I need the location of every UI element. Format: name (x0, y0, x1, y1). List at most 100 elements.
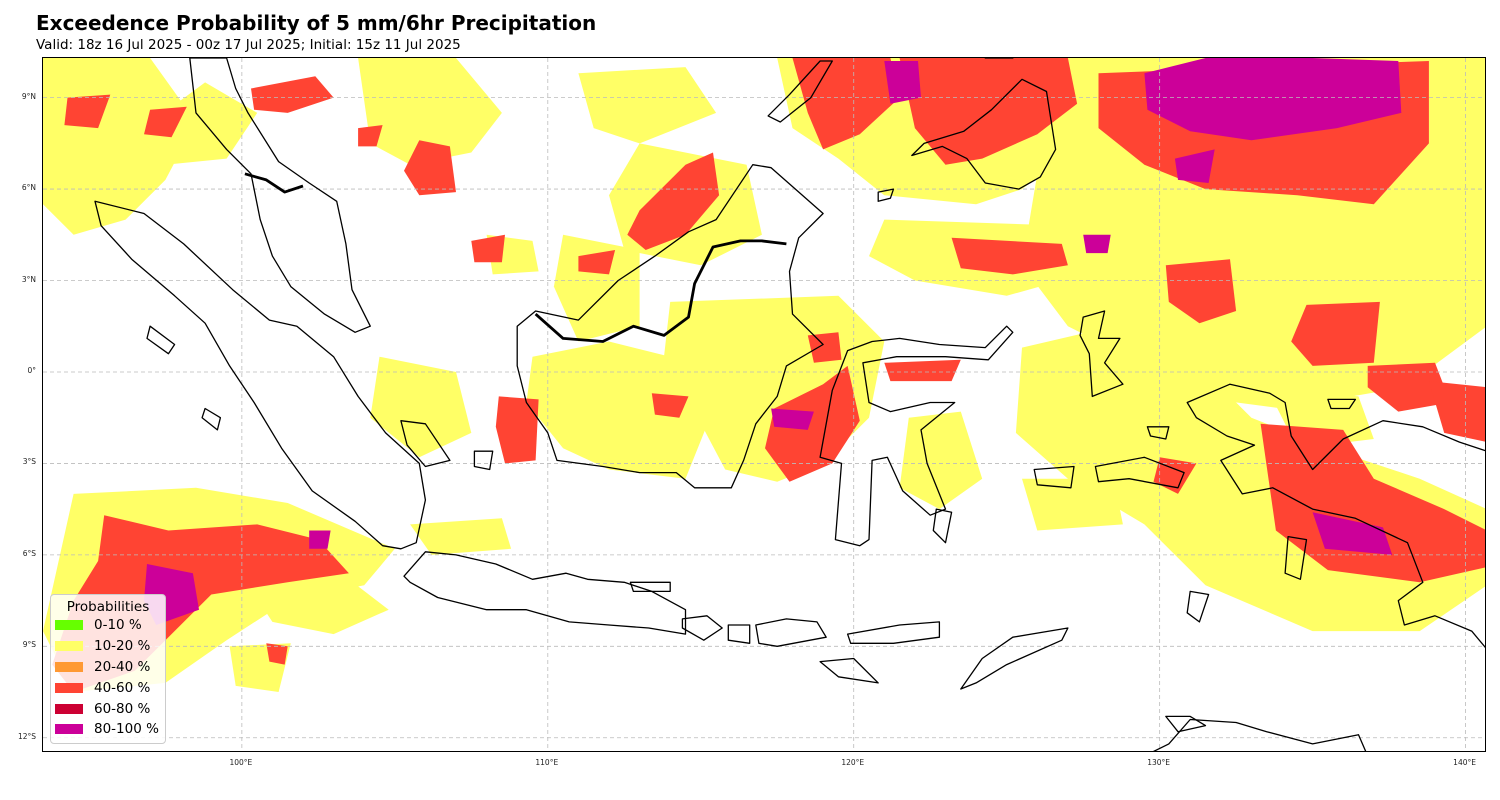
coast-misool (1146, 426, 1170, 440)
legend-title: Probabilities (66, 599, 150, 615)
coast-malay-peninsula (189, 58, 371, 333)
coast-halmahera (1079, 310, 1124, 398)
legend-label: 60-80 % (94, 700, 151, 717)
legend-swatch (55, 661, 83, 672)
probability-80-100-layer (144, 58, 1402, 625)
prob-area-40-60 (1367, 362, 1451, 412)
prob-area-40-60 (266, 643, 288, 665)
legend-item: 0-10 % (51, 615, 165, 636)
prob-area-40-60 (765, 365, 860, 482)
legend-item: 40-60 % (51, 677, 165, 698)
map-subtitle: Valid: 18z 16 Jul 2025 - 00z 17 Jul 2025… (36, 37, 461, 53)
prob-area-40-60 (651, 393, 689, 418)
coast-biak (1327, 398, 1357, 410)
legend-label: 0-10 % (94, 617, 142, 634)
coast-palawan (767, 60, 833, 123)
prob-area-10-20 (248, 579, 389, 635)
coast-new-guinea (1186, 383, 1485, 649)
lat-tick-label: 12°S (17, 731, 36, 741)
coast-borneo (516, 164, 824, 489)
coast-sulu (877, 188, 895, 202)
border-thailand-malaysia (244, 172, 304, 194)
prob-area-40-60 (471, 234, 505, 263)
legend-item: 60-80 % (51, 698, 165, 719)
coast-aru (1284, 535, 1308, 580)
prob-area-10-20 (1022, 478, 1123, 531)
lat-tick-label: 6°S (22, 548, 36, 558)
prob-area-80-100 (884, 61, 921, 104)
prob-area-80-100 (1312, 512, 1393, 555)
legend-swatch (55, 703, 83, 714)
prob-area-40-60 (1260, 423, 1485, 583)
coast-madura (629, 581, 671, 593)
legend: Probabilities 0-10 % 10-20 % 20-40 % 40-60 … (50, 594, 166, 744)
coast-northern-australia (1153, 718, 1367, 751)
prob-area-40-60 (64, 94, 111, 129)
prob-area-40-60 (807, 332, 842, 363)
coast-sumbawa (755, 618, 827, 647)
lat-tick-label: 3°N (21, 274, 36, 284)
prob-area-40-60 (1165, 259, 1237, 324)
coast-bali (681, 615, 723, 641)
legend-swatch (55, 620, 83, 631)
coast-mindanao (911, 78, 1057, 190)
prob-area-10-20 (134, 82, 258, 165)
legend-swatch (55, 682, 83, 693)
prob-area-80-100 (1174, 149, 1215, 183)
prob-area-80-100 (1083, 234, 1111, 254)
prob-area-10-20 (370, 356, 472, 458)
prob-area-80-100 (309, 530, 331, 549)
prob-area-10-20 (578, 67, 717, 144)
prob-area-40-60 (251, 76, 334, 113)
legend-item: 80-100 % (51, 719, 165, 740)
lat-tick-label: 6°N (21, 183, 36, 193)
coastlines (94, 58, 1485, 751)
coast-melville-island (1165, 715, 1207, 733)
coast-seram (1094, 456, 1185, 489)
coast-timor (960, 627, 1069, 690)
map-canvas (43, 58, 1485, 751)
map-frame (42, 57, 1486, 752)
coast-yamdena (1186, 590, 1210, 623)
border-malaysia-indonesia-borneo (534, 239, 787, 343)
prob-area-40-60 (884, 359, 961, 382)
coast-buru (1033, 465, 1075, 489)
map-title: Exceedence Probability of 5 mm/6hr Preci… (36, 11, 597, 35)
prob-area-80-100 (1144, 58, 1402, 141)
gridlines (43, 58, 1485, 751)
prob-area-10-20 (526, 341, 717, 479)
lat-tick-label: 0° (27, 365, 36, 375)
coast-bangka (400, 420, 451, 468)
coast-belitung (473, 450, 494, 471)
legend-label: 80-100 % (94, 721, 159, 738)
prob-area-40-60 (578, 250, 616, 275)
coast-siberut (201, 407, 222, 431)
coast-flores (846, 621, 941, 644)
prob-area-80-100 (771, 408, 814, 430)
lon-tick-label: 120°E (841, 758, 865, 767)
prob-area-40-60 (1428, 381, 1485, 442)
coast-sumatra (94, 200, 427, 550)
prob-area-40-60 (951, 237, 1068, 275)
prob-area-40-60 (627, 152, 720, 250)
lon-tick-label: 110°E (535, 758, 559, 767)
prob-area-40-60 (404, 140, 456, 196)
prob-area-10-20 (553, 234, 640, 342)
coast-java (403, 551, 687, 635)
prob-area-40-60 (792, 58, 900, 150)
prob-area-40-60 (1291, 301, 1380, 366)
coast-nias (146, 325, 176, 355)
legend-item: 20-40 % (51, 657, 165, 678)
prob-area-10-20 (410, 518, 512, 555)
prob-area-40-60 (144, 106, 187, 138)
coast-sulawesi (819, 325, 1014, 547)
legend-swatch (55, 641, 83, 652)
lon-tick-label: 100°E (229, 758, 253, 767)
legend-label: 20-40 % (94, 658, 151, 675)
lon-tick-label: 140°E (1453, 758, 1476, 767)
legend-label: 10-20 % (94, 638, 151, 655)
prob-area-40-60 (495, 396, 539, 464)
prob-area-10-20 (358, 58, 502, 165)
legend-swatch (55, 724, 83, 735)
prob-area-10-20 (899, 411, 983, 510)
